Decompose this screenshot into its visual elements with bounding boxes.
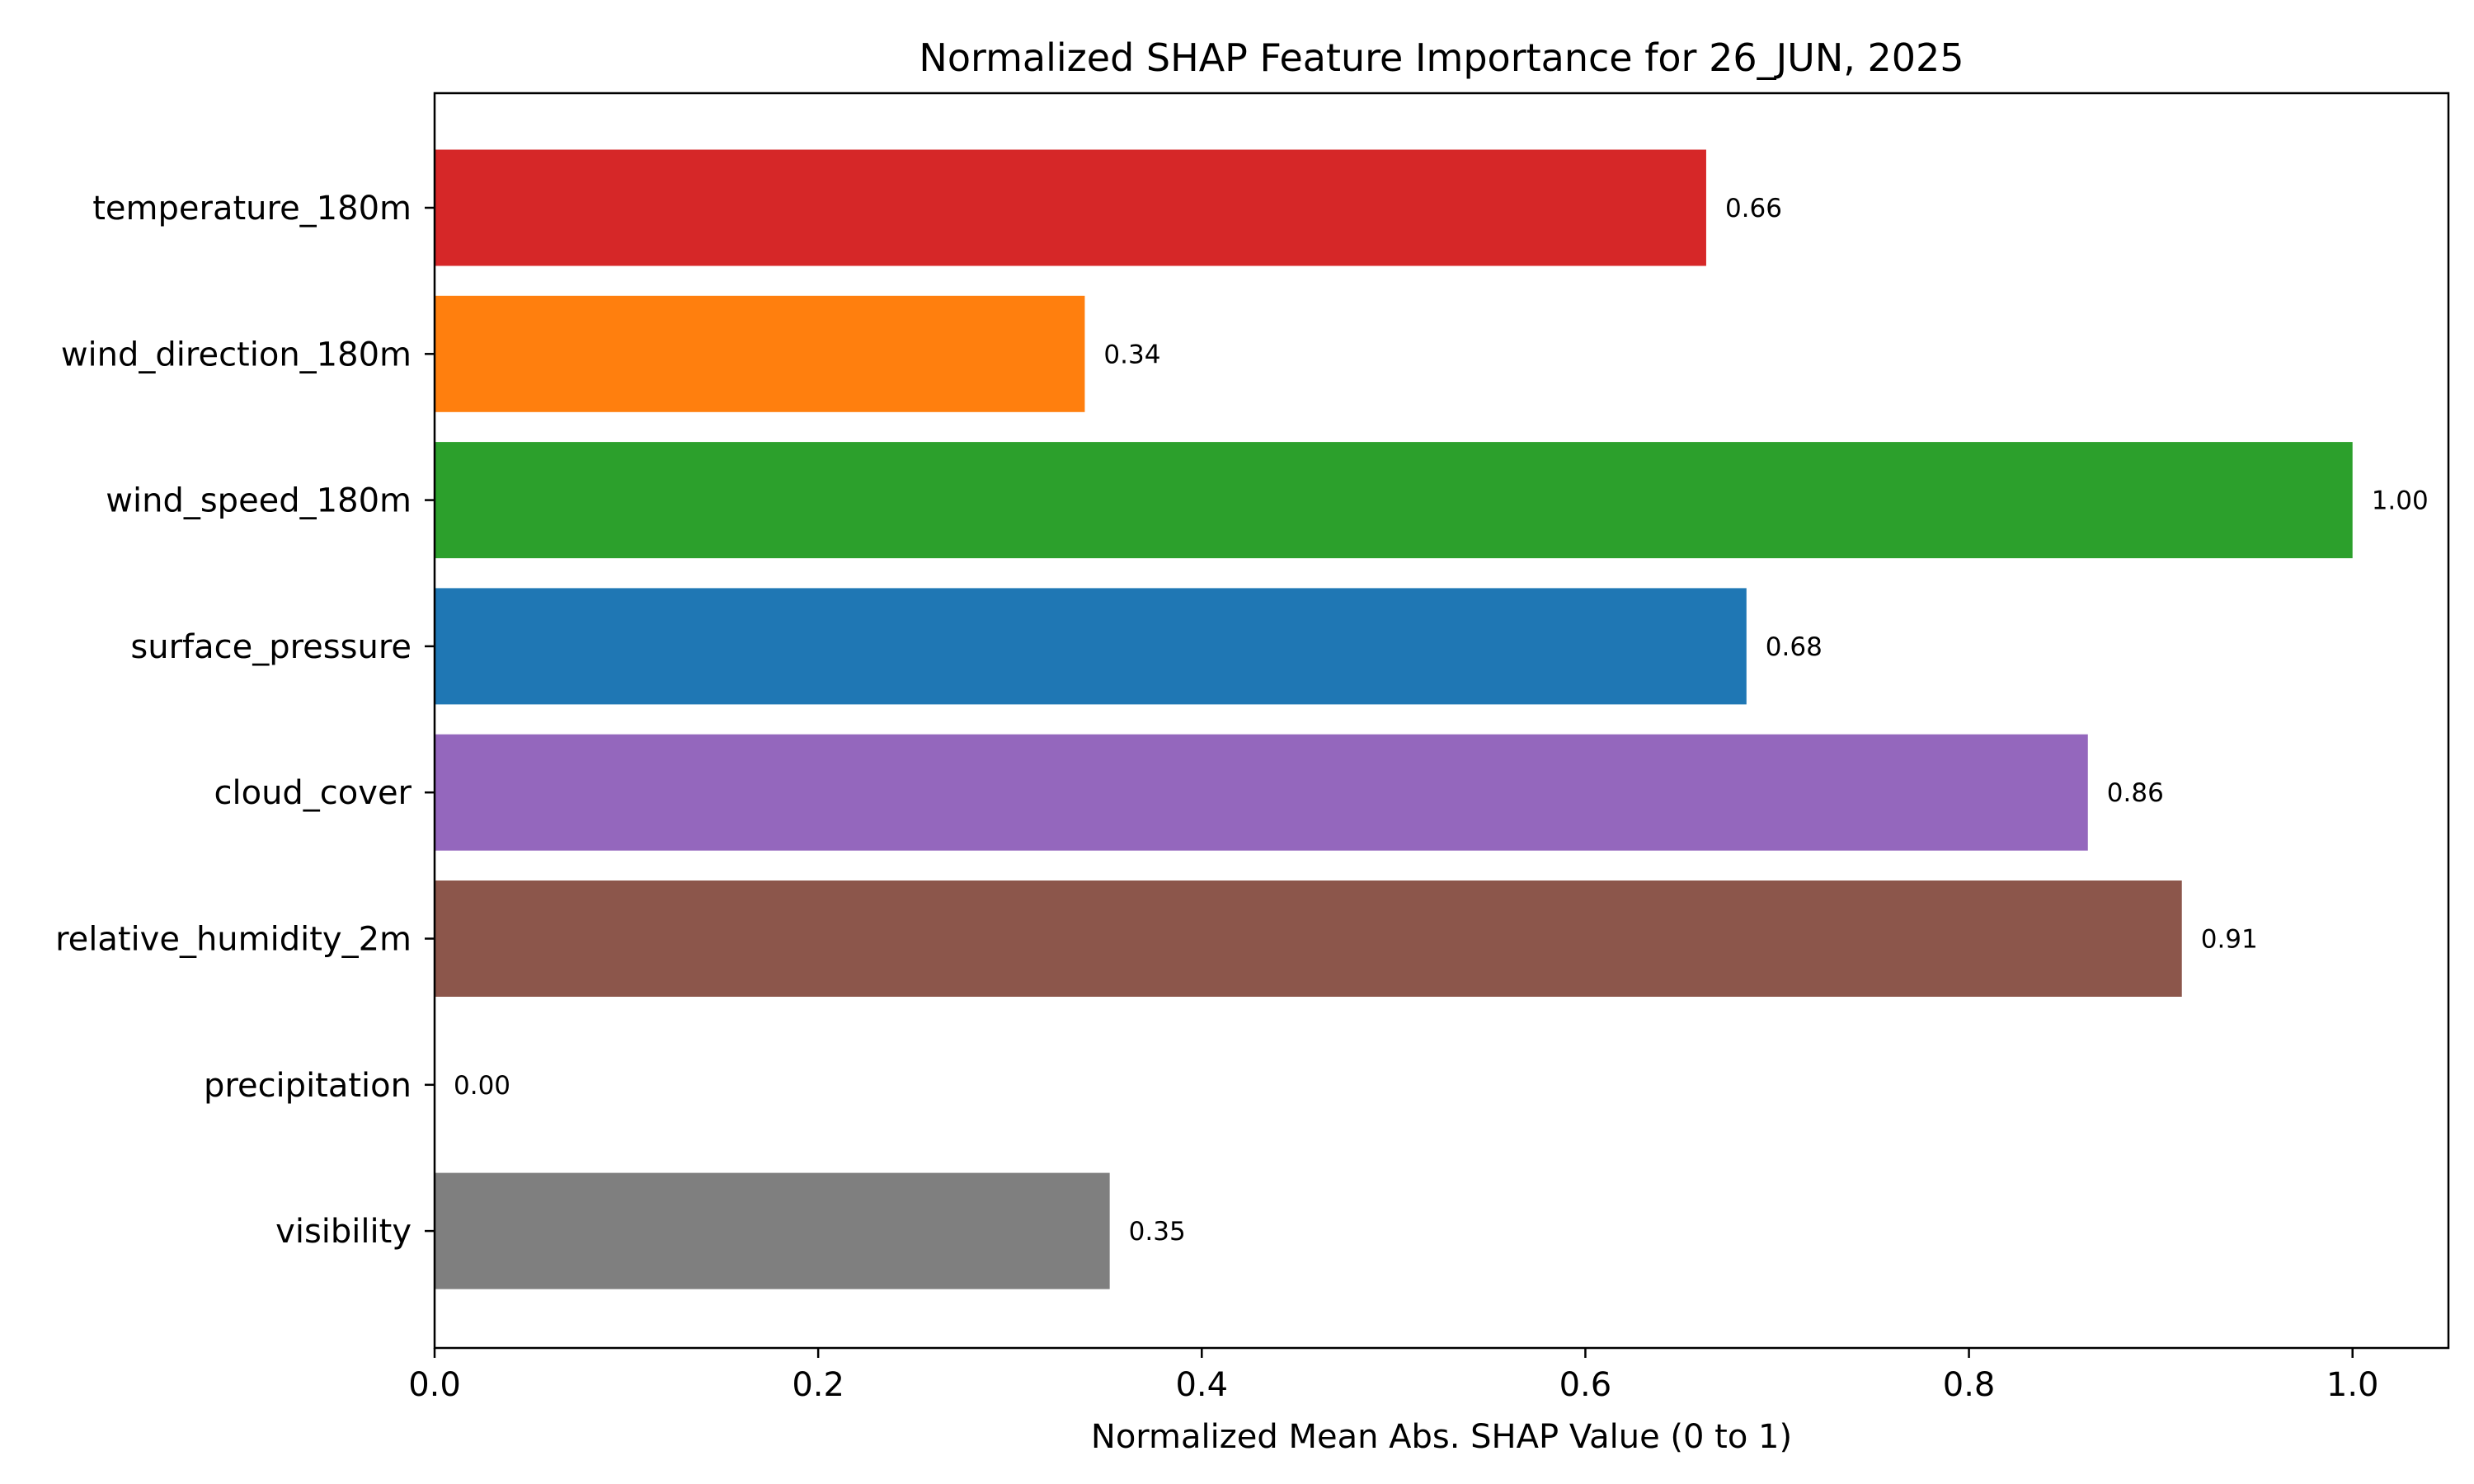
bars-layer: [435, 149, 2353, 1289]
chart-title: Normalized SHAP Feature Importance for 2…: [919, 35, 1964, 80]
y-tick-label-temperature_180m: temperature_180m: [92, 190, 412, 228]
y-axis-ticks: temperature_180m wind_direction_180m wind_…: [55, 190, 435, 1251]
y-tick-label-wind_speed_180m: wind_speed_180m: [106, 482, 412, 520]
bar-temperature_180m: [435, 149, 1706, 266]
bar-cloud_cover: [435, 734, 2088, 851]
bar-wind_direction_180m: [435, 295, 1085, 412]
value-labels-layer: 0.66 0.34 1.00 0.68 0.86 0.91 0.00 0.35: [454, 194, 2429, 1247]
bar-wind_speed_180m: [435, 442, 2353, 559]
bar-visibility: [435, 1172, 1110, 1289]
value-label-wind_speed_180m: 1.00: [2372, 486, 2429, 516]
value-label-surface_pressure: 0.68: [1766, 632, 1823, 662]
x-tick-label: 0.0: [408, 1366, 461, 1404]
value-label-cloud_cover: 0.86: [2107, 778, 2164, 808]
x-tick-label: 0.2: [792, 1366, 844, 1404]
x-axis-label: Normalized Mean Abs. SHAP Value (0 to 1): [1091, 1418, 1792, 1456]
value-label-wind_direction_180m: 0.34: [1103, 340, 1160, 369]
y-tick-label-relative_humidity_2m: relative_humidity_2m: [55, 921, 412, 959]
x-tick-label: 0.4: [1175, 1366, 1228, 1404]
y-tick-label-wind_direction_180m: wind_direction_180m: [61, 336, 412, 373]
y-tick-label-surface_pressure: surface_pressure: [130, 628, 412, 666]
bar-surface_pressure: [435, 588, 1747, 705]
value-label-temperature_180m: 0.66: [1725, 194, 1782, 223]
value-label-visibility: 0.35: [1129, 1217, 1186, 1247]
x-tick-label: 0.8: [1943, 1366, 1996, 1404]
y-tick-label-cloud_cover: cloud_cover: [214, 774, 412, 812]
bar-relative_humidity_2m: [435, 881, 2182, 997]
value-label-precipitation: 0.00: [454, 1071, 510, 1101]
x-tick-label: 1.0: [2326, 1366, 2379, 1404]
plot-frame: [433, 92, 2450, 1350]
y-tick-label-visibility: visibility: [275, 1213, 412, 1251]
value-label-relative_humidity_2m: 0.91: [2201, 925, 2258, 955]
x-axis-ticks: 0.0 0.2 0.4 0.6 0.8 1.0: [408, 1348, 2379, 1404]
y-tick-label-precipitation: precipitation: [204, 1067, 412, 1105]
x-tick-label: 0.6: [1559, 1366, 1612, 1404]
